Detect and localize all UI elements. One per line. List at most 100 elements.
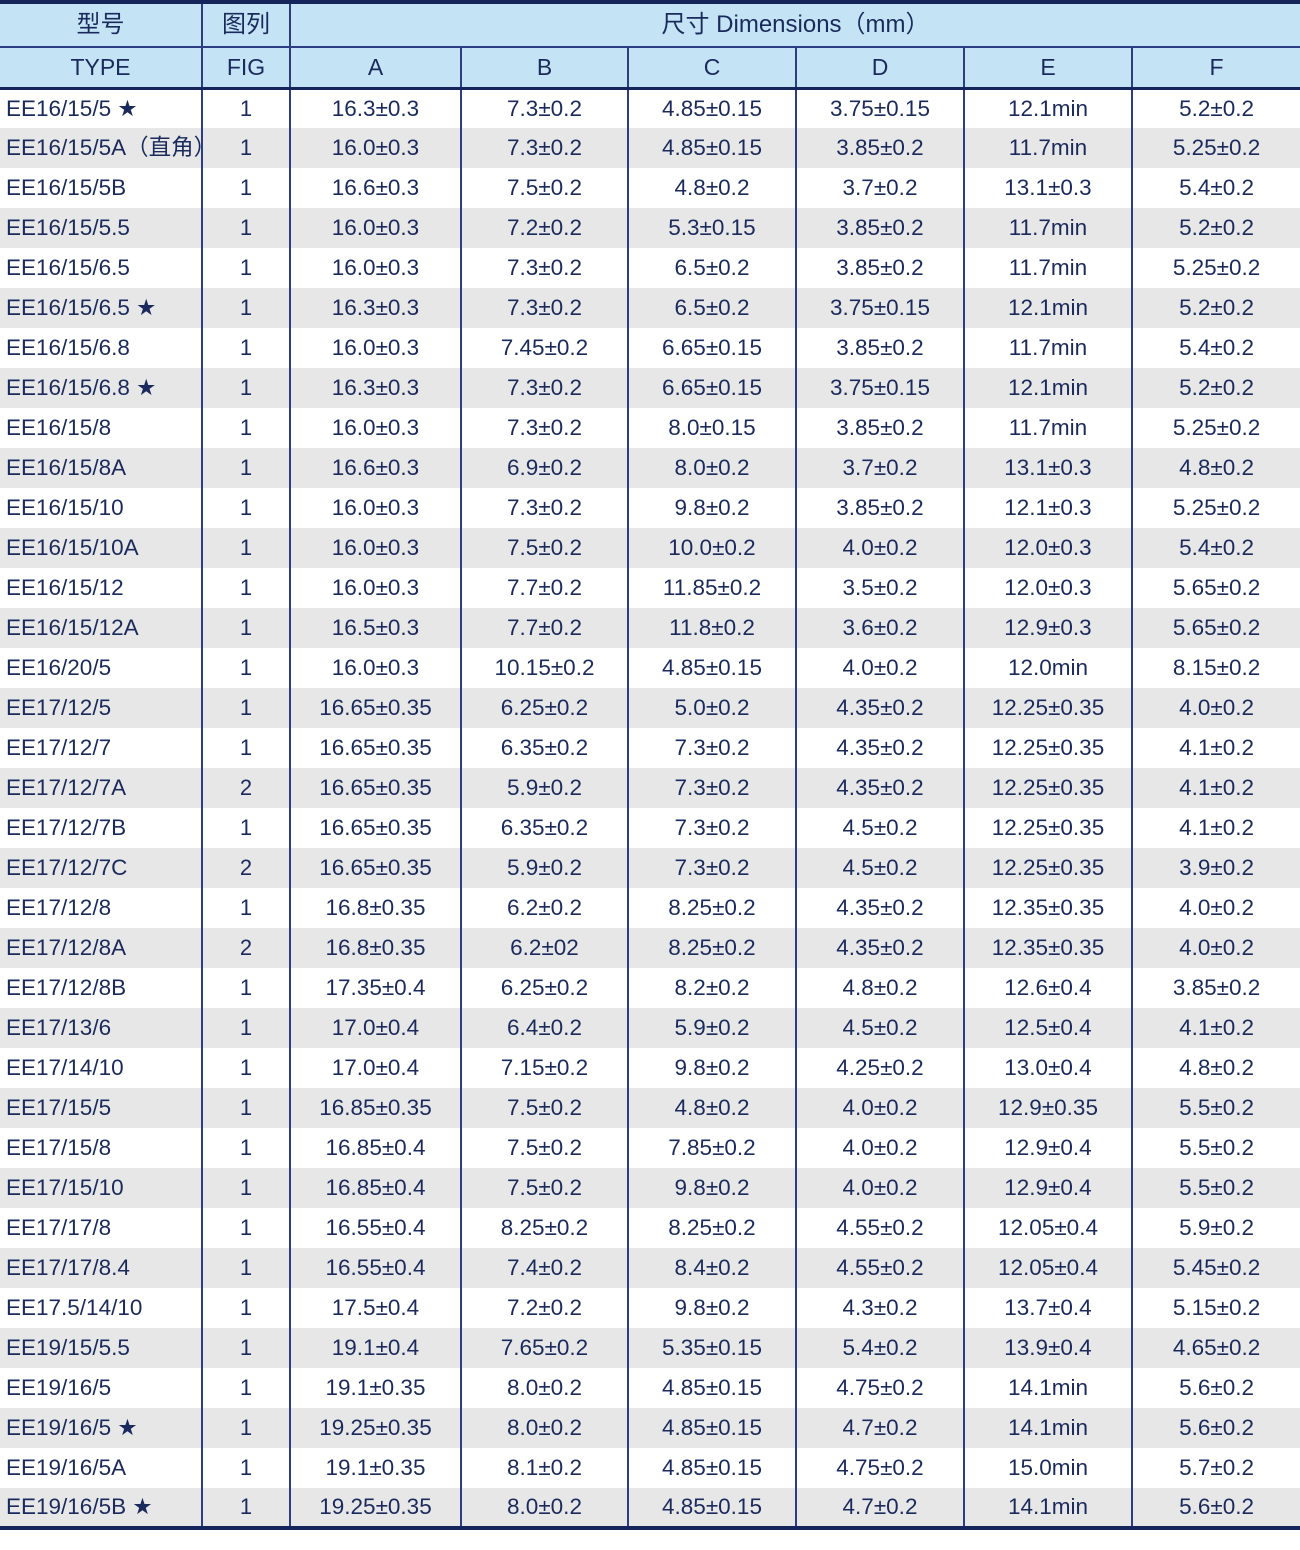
cell-fig: 1 [201,408,291,448]
cell-type: EE17/12/7 [0,728,203,768]
cell-fig: 2 [201,768,291,808]
cell-a: 16.0±0.3 [289,528,462,568]
cell-f: 5.7±0.2 [1130,1448,1300,1488]
cell-type: EE16/15/5.5 [0,208,203,248]
cell-fig: 1 [201,1008,291,1048]
cell-c: 6.5±0.2 [627,288,797,328]
cell-d: 3.5±0.2 [795,568,965,608]
cell-e: 12.9±0.4 [963,1128,1133,1168]
cell-fig: 1 [201,248,291,288]
cell-fig: 1 [201,728,291,768]
table-row: EE16/20/5 1 16.0±0.3 10.15±0.2 4.85±0.15 4.0±… [0,648,1300,688]
table-row: EE17/12/8 1 16.8±0.35 6.2±0.2 8.25±0.2 4.35±0… [0,888,1300,928]
cell-b: 7.5±0.2 [460,1168,629,1208]
cell-fig: 1 [201,608,291,648]
cell-fig: 1 [201,888,291,928]
cell-type: EE17/17/8 [0,1208,203,1248]
cell-e: 12.25±0.35 [963,848,1133,888]
cell-f: 4.1±0.2 [1130,728,1300,768]
cell-c: 4.85±0.15 [627,1488,797,1528]
cell-b: 8.0±0.2 [460,1488,629,1528]
cell-a: 16.0±0.3 [289,568,462,608]
cell-e: 12.0min [963,648,1133,688]
cell-b: 10.15±0.2 [460,648,629,688]
cell-a: 16.55±0.4 [289,1248,462,1288]
cell-fig: 1 [201,528,291,568]
cell-d: 3.85±0.2 [795,488,965,528]
cell-c: 5.3±0.15 [627,208,797,248]
cell-d: 3.85±0.2 [795,408,965,448]
cell-e: 11.7min [963,128,1133,168]
cell-c: 7.3±0.2 [627,768,797,808]
cell-d: 3.85±0.2 [795,328,965,368]
cell-e: 12.1±0.3 [963,488,1133,528]
table-row: EE17/15/10 1 16.85±0.4 7.5±0.2 9.8±0.2 4.0±0.… [0,1168,1300,1208]
cell-a: 16.5±0.3 [289,608,462,648]
cell-e: 13.7±0.4 [963,1288,1133,1328]
cell-c: 7.3±0.2 [627,808,797,848]
cell-c: 9.8±0.2 [627,1168,797,1208]
cell-d: 3.6±0.2 [795,608,965,648]
cell-b: 7.2±0.2 [460,1288,629,1328]
header-col-e: E [963,46,1133,90]
cell-fig: 1 [201,168,291,208]
cell-c: 8.0±0.15 [627,408,797,448]
cell-f: 4.8±0.2 [1130,1048,1300,1088]
table-row: EE17/12/7A 2 16.65±0.35 5.9±0.2 7.3±0.2 4.35±… [0,768,1300,808]
table-row: EE17.5/14/10 1 17.5±0.4 7.2±0.2 9.8±0.2 4.3±0… [0,1288,1300,1328]
cell-f: 5.6±0.2 [1130,1488,1300,1528]
cell-type: EE17/17/8.4 [0,1248,203,1288]
cell-e: 12.35±0.35 [963,928,1133,968]
cell-f: 5.4±0.2 [1130,528,1300,568]
cell-fig: 2 [201,848,291,888]
cell-d: 4.0±0.2 [795,528,965,568]
cell-b: 6.4±0.2 [460,1008,629,1048]
cell-a: 16.0±0.3 [289,648,462,688]
cell-d: 4.3±0.2 [795,1288,965,1328]
cell-d: 4.35±0.2 [795,688,965,728]
cell-c: 8.25±0.2 [627,888,797,928]
cell-b: 7.5±0.2 [460,1088,629,1128]
cell-a: 19.1±0.4 [289,1328,462,1368]
table-row: EE17/15/8 1 16.85±0.4 7.5±0.2 7.85±0.2 4.0±0.… [0,1128,1300,1168]
cell-f: 4.0±0.2 [1130,888,1300,928]
cell-fig: 1 [201,1088,291,1128]
table-header: 型号 图列 尺寸 Dimensions（mm） TYPE FIG A B C D… [0,2,1300,90]
table-row: EE17/15/5 1 16.85±0.35 7.5±0.2 4.8±0.2 4.0±0.… [0,1088,1300,1128]
cell-a: 16.65±0.35 [289,848,462,888]
cell-f: 4.1±0.2 [1130,768,1300,808]
cell-type: EE16/20/5 [0,648,203,688]
cell-d: 4.35±0.2 [795,888,965,928]
cell-fig: 1 [201,1288,291,1328]
cell-type: EE17/15/5 [0,1088,203,1128]
cell-b: 7.3±0.2 [460,88,629,128]
cell-f: 5.5±0.2 [1130,1168,1300,1208]
cell-type: EE16/15/10A [0,528,203,568]
header-fig-cn: 图列 [201,2,291,47]
cell-e: 12.25±0.35 [963,808,1133,848]
cell-b: 7.5±0.2 [460,1128,629,1168]
cell-a: 17.0±0.4 [289,1048,462,1088]
cell-c: 5.35±0.15 [627,1328,797,1368]
header-fig-en: FIG [201,46,291,90]
cell-c: 8.25±0.2 [627,928,797,968]
header-type-cn: 型号 [0,2,203,47]
cell-e: 12.6±0.4 [963,968,1133,1008]
cell-d: 4.35±0.2 [795,768,965,808]
cell-fig: 1 [201,488,291,528]
table-row: EE17/13/6 1 17.0±0.4 6.4±0.2 5.9±0.2 4.5±0.2 1… [0,1008,1300,1048]
cell-f: 5.45±0.2 [1130,1248,1300,1288]
table-row: EE17/14/10 1 17.0±0.4 7.15±0.2 9.8±0.2 4.25±0… [0,1048,1300,1088]
cell-f: 5.2±0.2 [1130,208,1300,248]
cell-f: 4.8±0.2 [1130,448,1300,488]
cell-c: 11.85±0.2 [627,568,797,608]
cell-e: 13.9±0.4 [963,1328,1133,1368]
cell-fig: 1 [201,688,291,728]
table-row: EE16/15/12A 1 16.5±0.3 7.7±0.2 11.8±0.2 3.6±0… [0,608,1300,648]
cell-f: 5.2±0.2 [1130,368,1300,408]
table-row: EE17/17/8 1 16.55±0.4 8.25±0.2 8.25±0.2 4.55±… [0,1208,1300,1248]
cell-b: 7.5±0.2 [460,168,629,208]
cell-type: EE17/12/8A [0,928,203,968]
cell-f: 5.25±0.2 [1130,408,1300,448]
